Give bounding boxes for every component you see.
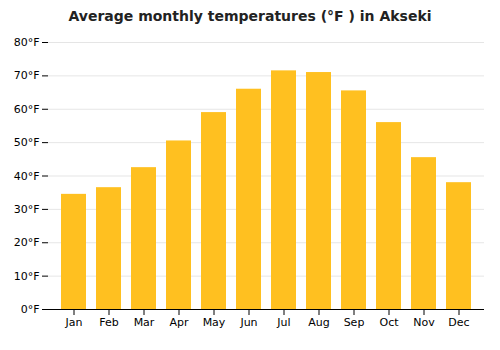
svg-text:Dec: Dec <box>448 316 469 329</box>
svg-text:80°F: 80°F <box>14 36 40 49</box>
svg-text:50°F: 50°F <box>14 136 40 149</box>
svg-text:May: May <box>203 316 226 329</box>
svg-text:Apr: Apr <box>169 316 189 329</box>
svg-text:Mar: Mar <box>134 316 155 329</box>
svg-text:Sep: Sep <box>344 316 365 329</box>
svg-text:Jan: Jan <box>65 316 83 329</box>
svg-text:Oct: Oct <box>379 316 399 329</box>
svg-text:Feb: Feb <box>99 316 118 329</box>
svg-text:Nov: Nov <box>413 316 435 329</box>
svg-text:10°F: 10°F <box>14 270 40 283</box>
svg-text:20°F: 20°F <box>14 236 40 249</box>
svg-text:0°F: 0°F <box>21 303 40 316</box>
svg-text:Jun: Jun <box>239 316 257 329</box>
html-text:Average monthly temperatures (: Average monthly temperatures (°F ) in Ak… <box>68 8 432 24</box>
svg-text:60°F: 60°F <box>14 103 40 116</box>
svg-text:40°F: 40°F <box>14 170 40 183</box>
svg-text:70°F: 70°F <box>14 69 40 82</box>
svg-text:30°F: 30°F <box>14 203 40 216</box>
svg-text:Jul: Jul <box>276 316 290 329</box>
svg-text:Aug: Aug <box>308 316 329 329</box>
